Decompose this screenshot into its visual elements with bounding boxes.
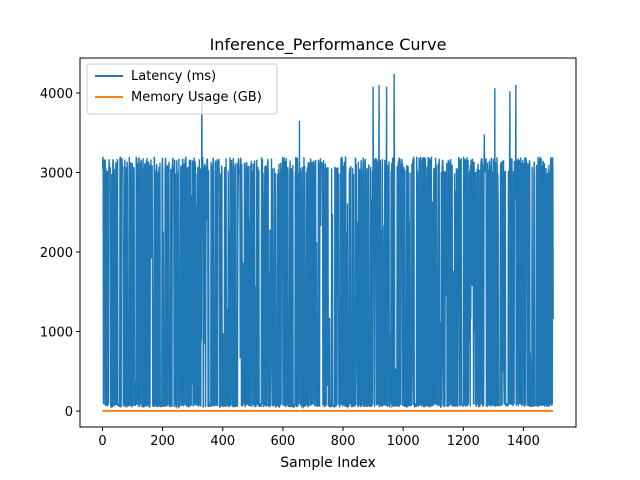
y-axis: 0 1000 2000 3000 4000	[40, 87, 80, 420]
y-tick-label: 3000	[40, 167, 73, 182]
plot-frame	[79, 57, 577, 428]
y-tick-label: 0	[65, 405, 73, 420]
x-tick-label: 1000	[387, 434, 420, 449]
legend: Latency (ms) Memory Usage (GB)	[86, 63, 278, 115]
y-tick-label: 4000	[40, 87, 73, 102]
series-line-latency	[101, 73, 554, 410]
y-tick-label: 2000	[40, 246, 73, 261]
x-axis-label: Sample Index	[280, 455, 375, 471]
x-tick-label: 600	[270, 434, 295, 449]
x-tick-label: 400	[210, 434, 235, 449]
x-tick-label: 200	[150, 434, 175, 449]
legend-box	[86, 63, 278, 115]
legend-entry-memory: Memory Usage (GB)	[131, 90, 262, 105]
x-tick-label: 800	[331, 434, 356, 449]
y-tick-label: 1000	[40, 326, 73, 341]
x-tick-label: 0	[98, 434, 106, 449]
x-tick-label: 1200	[447, 434, 480, 449]
x-tick-label: 1400	[507, 434, 540, 449]
chart-title: Inference_Performance Curve	[210, 35, 447, 55]
legend-entry-latency: Latency (ms)	[131, 69, 216, 84]
series-layer	[101, 73, 554, 412]
x-axis: 0 200 400 600 800 1000 1200 1400	[98, 427, 540, 449]
